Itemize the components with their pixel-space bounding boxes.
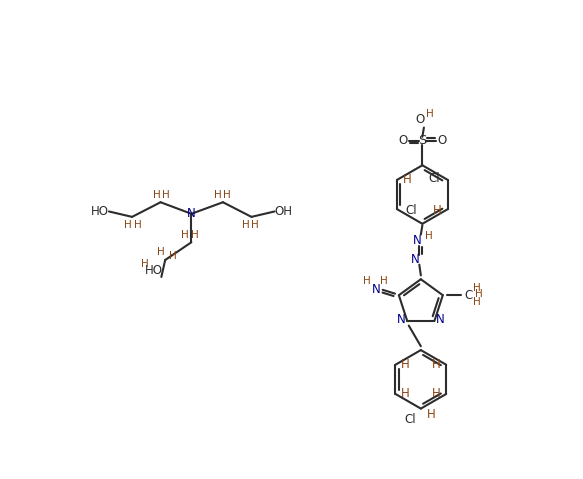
- Text: H: H: [242, 219, 250, 229]
- Text: H: H: [169, 251, 177, 261]
- Text: H: H: [401, 358, 410, 371]
- Text: H: H: [473, 283, 480, 293]
- Text: H: H: [181, 229, 189, 240]
- Text: Cl: Cl: [405, 204, 417, 217]
- Text: H: H: [424, 231, 433, 241]
- Text: H: H: [426, 109, 434, 119]
- Text: HO: HO: [145, 263, 163, 276]
- Text: S: S: [418, 134, 427, 147]
- Text: H: H: [157, 247, 165, 257]
- Text: C: C: [464, 289, 472, 302]
- Text: H: H: [432, 388, 441, 400]
- Text: H: H: [251, 219, 259, 229]
- Text: OH: OH: [275, 205, 293, 218]
- Text: N: N: [371, 283, 380, 297]
- Text: N: N: [436, 313, 445, 326]
- Text: H: H: [124, 219, 132, 229]
- Text: HO: HO: [91, 205, 109, 218]
- Text: O: O: [399, 134, 408, 147]
- Text: Cl: Cl: [404, 413, 416, 426]
- Text: H: H: [363, 276, 370, 286]
- Text: H: H: [191, 229, 199, 240]
- Text: N: N: [396, 313, 405, 326]
- Text: H: H: [153, 190, 160, 200]
- Text: H: H: [432, 358, 441, 371]
- Text: H: H: [223, 190, 231, 200]
- Text: H: H: [214, 190, 222, 200]
- Text: H: H: [403, 173, 412, 186]
- Text: H: H: [401, 388, 410, 400]
- Text: Cl: Cl: [428, 172, 440, 185]
- Text: H: H: [433, 204, 442, 217]
- Text: O: O: [437, 134, 446, 147]
- Text: N: N: [413, 234, 422, 247]
- Text: H: H: [475, 289, 483, 299]
- Text: H: H: [162, 190, 170, 200]
- Text: H: H: [134, 219, 141, 229]
- Text: H: H: [473, 297, 480, 307]
- Text: N: N: [187, 207, 196, 220]
- Text: H: H: [380, 276, 387, 286]
- Text: N: N: [411, 253, 420, 266]
- Text: H: H: [141, 259, 148, 269]
- Text: O: O: [416, 114, 424, 126]
- Text: H: H: [427, 408, 436, 421]
